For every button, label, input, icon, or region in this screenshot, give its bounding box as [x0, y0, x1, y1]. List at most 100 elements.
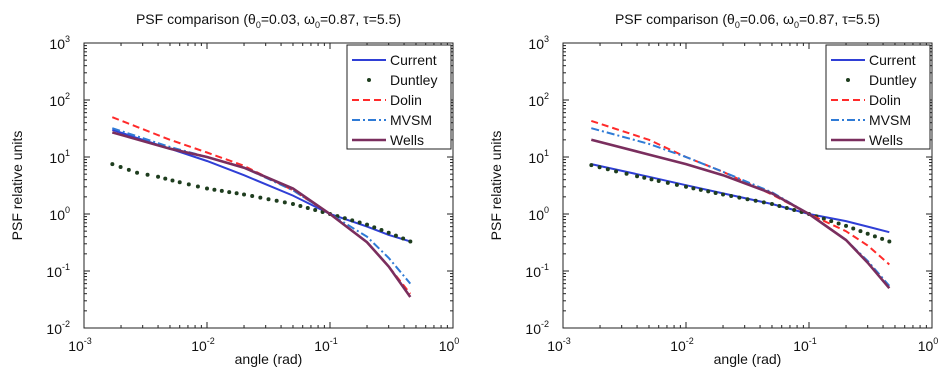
series-duntley-point — [205, 186, 209, 191]
series-duntley-point — [737, 195, 742, 200]
y-tick-label: 10-2 — [46, 319, 70, 337]
series-duntley-point — [753, 198, 758, 203]
y-axis-label: PSF relative units — [9, 131, 25, 241]
series-duntley-point — [227, 190, 232, 195]
series-duntley-point — [305, 205, 310, 210]
series-wells-line — [590, 138, 891, 290]
series-duntley-point — [212, 187, 217, 192]
legend-label-dolin: Dolin — [390, 92, 422, 108]
x-tick-label: 100 — [918, 336, 939, 354]
series-duntley-point — [851, 226, 856, 231]
series-duntley-point — [365, 222, 370, 227]
series-duntley-point — [597, 165, 602, 170]
series-duntley — [110, 162, 413, 244]
legend-label-mvsm: MVSM — [869, 112, 911, 128]
series-layer — [110, 116, 413, 298]
x-tick-label: 10-3 — [547, 336, 571, 354]
legend: Current Duntley Dolin MVSM Wells — [346, 44, 452, 150]
series-duntley-point — [836, 221, 841, 226]
series-duntley-point — [219, 188, 224, 193]
series-duntley-point — [784, 205, 789, 210]
series-duntley-point — [250, 194, 255, 199]
y-tick-label: 10-2 — [525, 319, 549, 337]
series-duntley-point — [684, 184, 688, 189]
series-duntley-point — [605, 167, 610, 172]
series-duntley-point — [372, 225, 377, 230]
y-tick-label: 103 — [528, 34, 549, 52]
series-current-line — [111, 128, 411, 243]
series-duntley-point — [635, 174, 640, 179]
legend-label-duntley: Duntley — [390, 72, 437, 88]
series-duntley-point — [792, 207, 797, 212]
series-duntley-point — [170, 178, 175, 183]
series-duntley-point — [110, 162, 115, 167]
chart-title: PSF comparison (θ0=0.06, ω0=0.87, τ=5.5) — [615, 11, 880, 30]
series-duntley-point — [195, 184, 200, 189]
series-duntley-point — [761, 200, 766, 205]
series-duntley-point — [624, 171, 629, 176]
series-duntley-point — [649, 177, 654, 182]
series-duntley-point — [350, 218, 355, 223]
y-tick-label: 102 — [528, 91, 549, 109]
series-duntley-point — [342, 216, 347, 221]
legend-label-dolin: Dolin — [869, 92, 901, 108]
y-axis-label: PSF relative units — [488, 131, 504, 241]
series-duntley-point — [872, 234, 877, 239]
plot-area — [83, 42, 454, 329]
plot-area — [562, 42, 933, 329]
chart-panel-1: PSF comparison (θ0=0.03, ω0=0.87, τ=5.5)… — [9, 11, 459, 367]
legend-label-current: Current — [869, 52, 916, 68]
series-duntley-point — [234, 191, 239, 196]
series-duntley-point — [729, 194, 734, 199]
series-duntley-point — [266, 197, 271, 202]
series-duntley-point — [844, 223, 849, 228]
series-mvsm-line — [111, 127, 412, 285]
series-duntley-point — [118, 164, 123, 169]
series-duntley-point — [865, 231, 870, 236]
legend-label-mvsm: MVSM — [390, 112, 432, 128]
legend: Current Duntley Dolin MVSM Wells — [825, 44, 931, 150]
series-duntley-point — [769, 201, 774, 206]
series-duntley-point — [706, 189, 711, 194]
series-duntley-point — [135, 170, 140, 175]
series-duntley-point — [614, 169, 619, 174]
series-duntley-point — [282, 200, 287, 205]
x-tick-label: 100 — [439, 336, 460, 354]
series-duntley-point — [242, 192, 247, 197]
series-duntley-point — [401, 236, 406, 241]
series-duntley-point — [177, 180, 182, 185]
series-layer — [589, 119, 892, 290]
series-duntley-point — [313, 207, 318, 212]
series-duntley-point — [186, 182, 191, 187]
series-duntley-point — [379, 228, 384, 233]
y-tick-label: 101 — [49, 148, 70, 166]
series-duntley-point — [290, 201, 295, 206]
series-duntley-point — [745, 197, 750, 202]
y-tick-label: 100 — [528, 205, 549, 223]
series-duntley-point — [713, 190, 718, 195]
legend-label-current: Current — [390, 52, 437, 68]
series-duntley-point — [126, 167, 131, 172]
series-duntley-point — [829, 219, 834, 224]
series-duntley-point — [777, 203, 782, 208]
y-tick-label: 101 — [528, 148, 549, 166]
series-duntley-point — [656, 178, 661, 183]
series-duntley-point — [156, 174, 161, 179]
series-duntley-point — [887, 239, 892, 244]
series-duntley-point — [589, 163, 594, 168]
x-tick-label: 10-2 — [670, 336, 694, 354]
legend-box — [346, 44, 452, 150]
legend-marker-duntley — [367, 78, 371, 82]
series-duntley-point — [298, 203, 303, 208]
series-duntley-point — [408, 239, 413, 244]
series-duntley-point — [163, 176, 168, 181]
series-duntley-point — [821, 216, 826, 221]
series-duntley-point — [642, 175, 647, 180]
series-duntley-point — [258, 195, 263, 200]
series-duntley-point — [145, 172, 150, 177]
series-wells-line — [111, 131, 412, 298]
x-axis-label: angle (rad) — [235, 351, 303, 367]
series-duntley-point — [858, 229, 863, 234]
series-duntley-point — [880, 236, 885, 241]
